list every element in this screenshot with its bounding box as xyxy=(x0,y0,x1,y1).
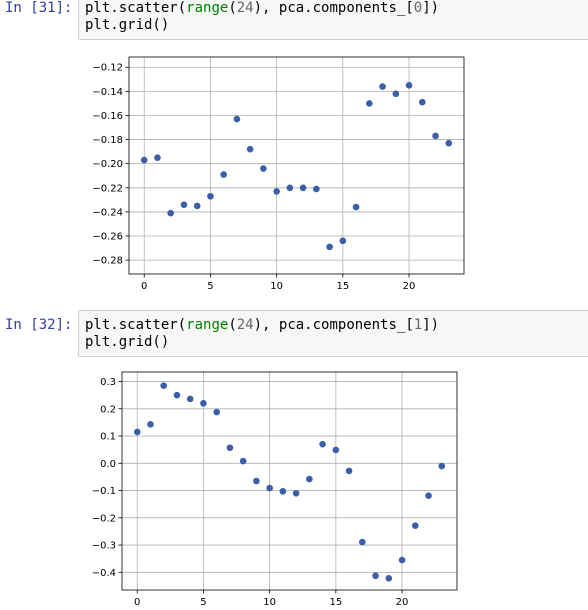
scatter-point xyxy=(273,188,280,195)
x-tick-label: 0 xyxy=(141,281,147,292)
scatter-point xyxy=(425,492,432,500)
scatter-point xyxy=(445,139,453,147)
code-line-1: plt.scatter(range(24), pca.components_[1… xyxy=(85,317,440,333)
y-tick-label: 0.3 xyxy=(100,377,116,388)
scatter-point xyxy=(220,171,227,178)
scatter-point xyxy=(213,408,220,416)
cell-prompt: In [32]: xyxy=(5,317,73,333)
scatter-point xyxy=(173,391,181,399)
y-tick-label: −0.4 xyxy=(92,568,116,579)
scatter-point xyxy=(186,395,194,403)
scatter-point xyxy=(279,488,287,495)
scatter-point xyxy=(438,462,446,470)
scatter-point xyxy=(359,538,366,546)
scatter-point xyxy=(180,201,188,208)
scatter-point xyxy=(226,444,234,452)
x-tick-label: 15 xyxy=(329,597,342,608)
scatter-point xyxy=(260,165,267,172)
y-tick-label: 0.2 xyxy=(100,404,116,415)
axes-frame xyxy=(121,371,458,591)
scatter-point xyxy=(366,100,373,107)
y-tick-label: −0.2 xyxy=(92,513,116,524)
y-tick-label: 0.0 xyxy=(100,459,116,470)
scatter-point xyxy=(133,428,141,436)
y-tick-label: −0.22 xyxy=(92,183,123,194)
scatter-point xyxy=(306,475,313,483)
scatter-point xyxy=(167,209,175,217)
axes-frame xyxy=(128,56,465,275)
scatter-point xyxy=(332,446,340,454)
code-line-2: plt.grid() xyxy=(85,17,170,33)
y-tick-label: −0.26 xyxy=(92,232,123,243)
scatter-point xyxy=(292,489,300,497)
x-tick-label: 15 xyxy=(336,281,349,292)
scatter-point xyxy=(253,477,260,485)
scatter-point xyxy=(372,572,379,580)
scatter-point xyxy=(385,574,393,582)
scatter-point xyxy=(352,203,360,211)
y-tick-label: −0.24 xyxy=(92,207,123,218)
scatter-point xyxy=(432,132,439,140)
scatter-point xyxy=(405,82,413,89)
y-tick-label: −0.18 xyxy=(92,135,123,146)
y-tick-label: −0.3 xyxy=(92,541,116,552)
cell-prompt: In [31]: xyxy=(5,0,73,16)
y-tick-label: −0.14 xyxy=(92,87,123,98)
scatter-point xyxy=(193,202,201,210)
x-tick-label: 10 xyxy=(263,597,276,608)
scatter-point xyxy=(266,484,273,492)
scatter-point xyxy=(398,556,406,564)
code-line-1: plt.scatter(range(24), pca.components_[0… xyxy=(85,0,440,16)
y-tick-label: 0.1 xyxy=(100,432,116,443)
scatter-point xyxy=(345,467,353,475)
x-tick-label: 5 xyxy=(200,597,206,608)
scatter-point xyxy=(418,98,426,106)
scatter-point xyxy=(319,440,326,448)
code-input[interactable]: plt.scatter(range(24), pca.components_[0… xyxy=(78,0,588,40)
scatter-point xyxy=(140,156,148,164)
x-tick-label: 5 xyxy=(207,281,213,292)
scatter-point xyxy=(299,184,307,192)
scatter-point xyxy=(239,457,247,465)
x-tick-label: 20 xyxy=(403,281,416,292)
scatter-point xyxy=(147,421,154,428)
y-tick-label: −0.12 xyxy=(92,63,123,74)
scatter-point xyxy=(200,400,207,407)
y-tick-label: −0.20 xyxy=(92,159,123,170)
scatter-point xyxy=(411,522,419,529)
code-input[interactable]: plt.scatter(range(24), pca.components_[1… xyxy=(78,310,588,357)
x-tick-label: 10 xyxy=(270,281,283,292)
scatter-point xyxy=(207,192,214,200)
scatter-point xyxy=(379,83,386,90)
code-line-2: plt.grid() xyxy=(85,334,170,350)
y-tick-label: −0.16 xyxy=(92,111,123,122)
scatter-point xyxy=(286,184,294,192)
scatter-point xyxy=(233,115,241,123)
scatter-point xyxy=(313,185,320,193)
scatter-point xyxy=(154,154,161,161)
scatter-point xyxy=(160,382,168,389)
scatter-point xyxy=(339,237,347,245)
scatter-point xyxy=(246,145,254,153)
x-tick-label: 0 xyxy=(134,597,140,608)
y-tick-label: −0.1 xyxy=(92,486,116,497)
scatter-plot-components-0: 0 5 10 15 20 −0.28 −0.26 −0.24 −0.22 −0.20 −0.18 −0… xyxy=(92,56,465,292)
y-tick-label: −0.28 xyxy=(92,256,123,267)
scatter-point xyxy=(326,243,333,251)
scatter-point xyxy=(392,90,400,98)
x-tick-label: 20 xyxy=(396,597,409,608)
